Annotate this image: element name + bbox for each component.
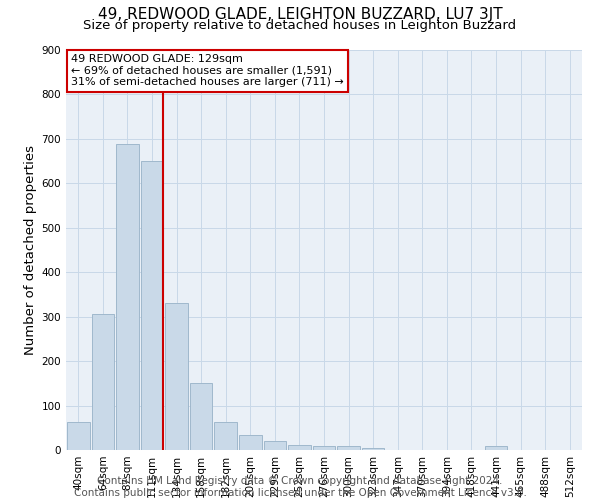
Bar	[337, 446, 360, 450]
Bar	[165, 304, 188, 450]
Bar	[313, 446, 335, 450]
Bar	[362, 448, 385, 450]
Text: Contains HM Land Registry data © Crown copyright and database right 2024.
Contai: Contains HM Land Registry data © Crown c…	[74, 476, 526, 498]
Bar	[92, 314, 114, 450]
Text: Size of property relative to detached houses in Leighton Buzzard: Size of property relative to detached ho…	[83, 19, 517, 32]
Bar	[239, 436, 262, 450]
Y-axis label: Number of detached properties: Number of detached properties	[25, 145, 37, 355]
Bar	[67, 422, 89, 450]
Bar	[288, 444, 311, 450]
Bar	[190, 384, 212, 450]
Bar	[140, 161, 163, 450]
Bar	[263, 441, 286, 450]
Bar	[485, 446, 508, 450]
Bar	[116, 144, 139, 450]
Text: 49, REDWOOD GLADE, LEIGHTON BUZZARD, LU7 3JT: 49, REDWOOD GLADE, LEIGHTON BUZZARD, LU7…	[98, 8, 502, 22]
Text: 49 REDWOOD GLADE: 129sqm
← 69% of detached houses are smaller (1,591)
31% of sem: 49 REDWOOD GLADE: 129sqm ← 69% of detach…	[71, 54, 344, 87]
Bar	[214, 422, 237, 450]
